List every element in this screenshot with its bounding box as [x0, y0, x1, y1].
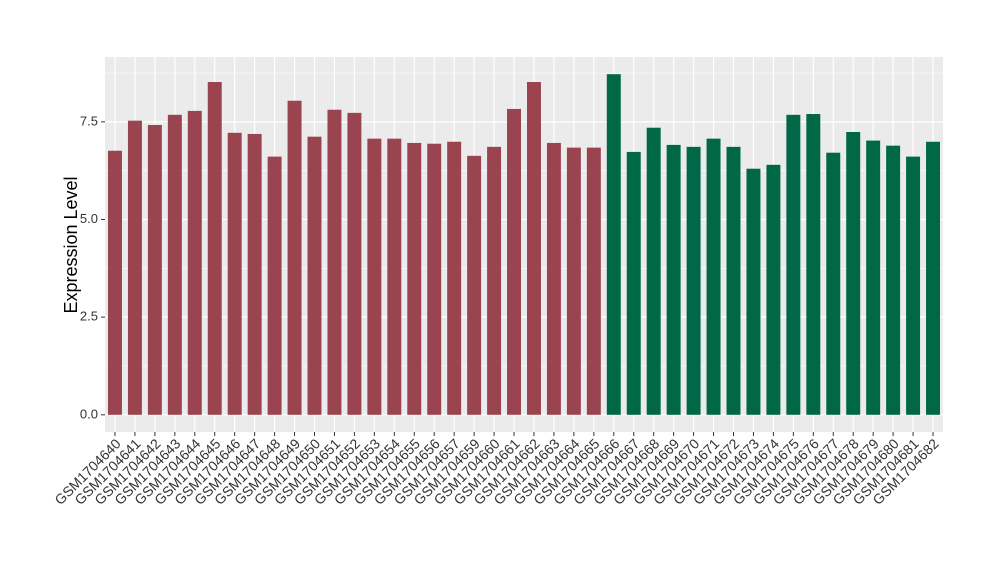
bar — [367, 138, 382, 415]
bar — [626, 151, 641, 415]
bar — [387, 138, 402, 415]
bar — [127, 120, 142, 415]
bar — [826, 152, 841, 415]
bar — [526, 82, 541, 415]
bar — [167, 114, 182, 415]
bar — [726, 146, 741, 415]
bar — [107, 150, 122, 415]
bar — [307, 136, 322, 415]
bar — [507, 108, 522, 415]
bar — [926, 141, 941, 415]
bar — [706, 138, 721, 415]
bar — [207, 82, 222, 415]
bar — [806, 114, 821, 415]
bar — [427, 143, 442, 415]
bar — [267, 156, 282, 415]
bar — [606, 74, 621, 415]
bar — [566, 147, 581, 415]
bar — [187, 110, 202, 415]
bar — [586, 147, 601, 415]
bar — [686, 146, 701, 415]
bar — [347, 112, 362, 415]
bar — [666, 144, 681, 415]
y-tick-label: 7.5 — [80, 113, 98, 128]
bar — [766, 164, 781, 415]
bar — [746, 168, 761, 415]
bar — [447, 141, 462, 415]
bar — [846, 132, 861, 415]
bar — [646, 127, 661, 415]
bar — [487, 146, 502, 415]
y-axis-title: Expression Level — [61, 176, 81, 313]
bar — [467, 155, 482, 415]
bar — [786, 114, 801, 415]
bar — [147, 124, 162, 415]
bar — [546, 142, 561, 415]
bar — [247, 133, 262, 415]
bar — [287, 100, 302, 415]
y-tick-label: 5.0 — [80, 211, 98, 226]
y-tick-label: 2.5 — [80, 309, 98, 324]
panel — [105, 57, 943, 432]
bar — [227, 132, 242, 415]
bar — [886, 145, 901, 415]
y-tick-label: 0.0 — [80, 406, 98, 421]
bar — [407, 142, 422, 415]
bar — [327, 109, 342, 415]
bar — [866, 140, 881, 415]
bar — [906, 156, 921, 415]
